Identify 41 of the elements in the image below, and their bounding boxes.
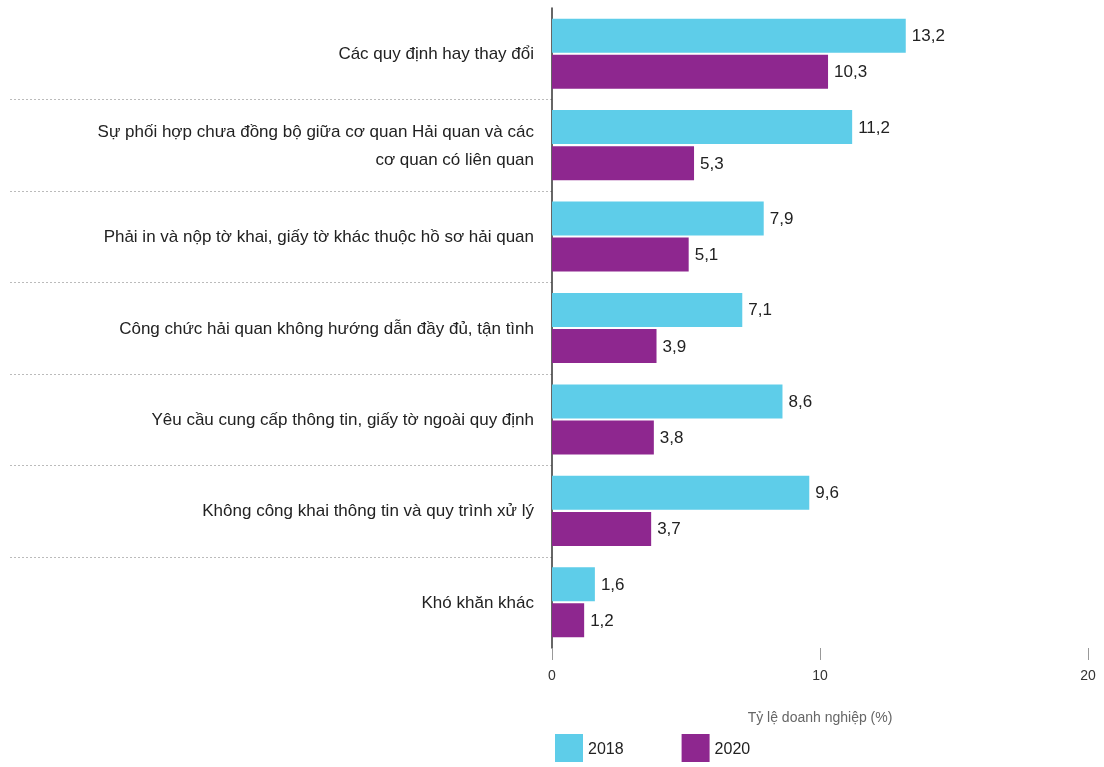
bar bbox=[552, 237, 689, 272]
data-label: 3,8 bbox=[659, 427, 684, 447]
bar bbox=[552, 329, 657, 364]
legend-label: 2020 bbox=[714, 739, 751, 757]
y-tick-label: Sự phối hợp chưa đồng bộ giữa cơ quan Hải quan và các cơ quan có liên quan bbox=[97, 121, 535, 169]
data-label: 3,9 bbox=[662, 336, 687, 356]
y-tick-label: Các quy định hay thay đổi bbox=[338, 44, 534, 64]
data-label: 7,9 bbox=[769, 209, 794, 229]
bar bbox=[552, 567, 595, 602]
bar bbox=[552, 475, 810, 510]
data-label: 11,2 bbox=[858, 117, 890, 137]
y-tick-label: Công chức hải quan không hướng dẫn đầy đủ, tận tình bbox=[119, 318, 534, 338]
y-tick-label: Khó khăn khác bbox=[421, 592, 535, 612]
y-tick-label: Phải in và nộp tờ khai, giấy tờ khác thuộc hồ sơ hải quan bbox=[103, 227, 534, 247]
bar bbox=[552, 384, 783, 419]
y-tick-label: Không công khai thông tin và quy trình xử lý bbox=[202, 501, 535, 521]
data-label: 5,1 bbox=[694, 245, 719, 265]
data-label: 1,6 bbox=[600, 574, 625, 594]
bar bbox=[552, 292, 743, 327]
data-label: 5,3 bbox=[700, 153, 724, 173]
data-label: 13,2 bbox=[911, 26, 945, 46]
bar bbox=[552, 18, 906, 53]
bar bbox=[552, 110, 853, 145]
bar bbox=[552, 146, 695, 181]
legend-label: 2018 bbox=[588, 739, 624, 757]
data-label: 1,2 bbox=[590, 610, 614, 630]
data-label: 9,6 bbox=[815, 483, 839, 503]
x-tick-label: 0 bbox=[548, 667, 557, 683]
x-axis-title: Tỷ lệ doanh nghiệp (%) bbox=[747, 709, 893, 725]
data-label: 8,6 bbox=[788, 391, 813, 411]
x-tick-label: 10 bbox=[812, 667, 828, 683]
bar bbox=[552, 420, 654, 455]
bar bbox=[552, 603, 585, 638]
data-label: 3,7 bbox=[657, 519, 681, 539]
x-tick-label: 20 bbox=[1080, 667, 1096, 683]
data-label: 7,1 bbox=[748, 300, 772, 320]
bar bbox=[552, 511, 652, 546]
y-tick-label: Yêu cầu cung cấp thông tin, giấy tờ ngoài quy định bbox=[151, 409, 534, 429]
data-label: 10,3 bbox=[834, 62, 868, 82]
bar bbox=[552, 201, 764, 236]
bar bbox=[552, 54, 829, 89]
